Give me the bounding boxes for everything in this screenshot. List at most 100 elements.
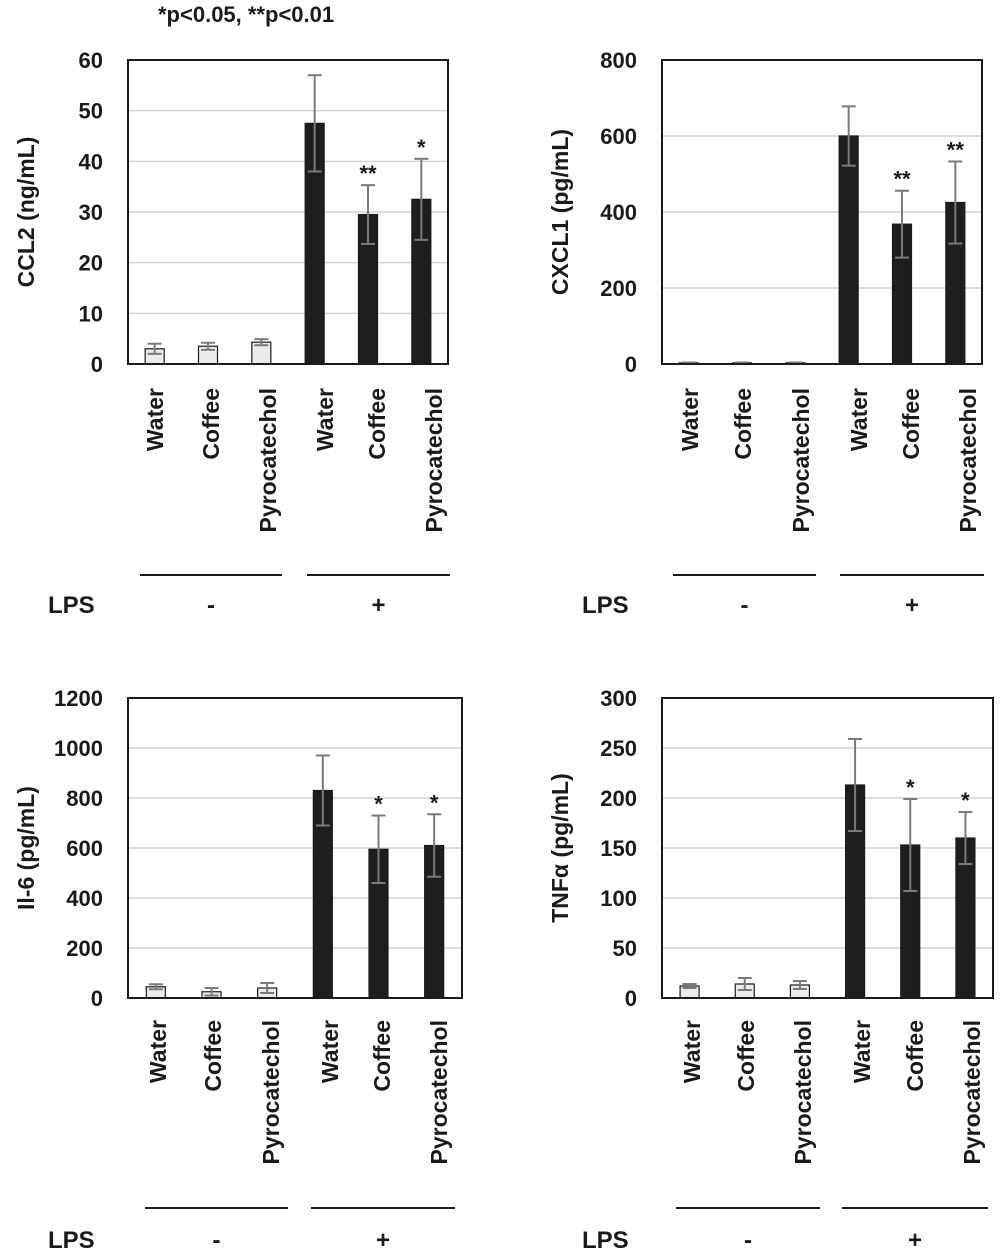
y-tick-label: 1000 [54, 736, 103, 761]
y-tick-label: 200 [600, 276, 637, 301]
lps-group-minus: - [741, 592, 749, 619]
error-bar [948, 160, 963, 245]
significance-mark: * [961, 788, 970, 813]
y-tick-label: 100 [600, 886, 637, 911]
lps-label: LPS [48, 1227, 95, 1250]
error-bar [361, 184, 375, 245]
error-bar [260, 982, 275, 994]
y-tick-label: 600 [600, 124, 637, 149]
lps-group-plus: + [905, 592, 919, 619]
y-tick-label: 30 [79, 200, 103, 225]
y-tick-label: 0 [625, 986, 637, 1011]
significance-mark: * [906, 775, 915, 800]
y-tick-label: 0 [625, 352, 637, 377]
error-bar [201, 341, 215, 351]
error-bar [148, 983, 163, 991]
significance-mark: ** [893, 167, 911, 192]
y-tick-label: 200 [600, 786, 637, 811]
category-label: Coffee [364, 388, 390, 460]
y-axis-label: Il-6 (pg/mL) [13, 786, 39, 910]
category-label: Pyrocatechol [426, 1020, 452, 1164]
error-bar [204, 987, 219, 997]
category-label: Water [846, 388, 872, 451]
category-label: Pyrocatechol [790, 1020, 816, 1164]
y-tick-label: 1200 [54, 686, 103, 711]
lps-label: LPS [582, 592, 629, 619]
category-label: Pyrocatechol [255, 388, 281, 532]
category-label: Coffee [369, 1020, 395, 1092]
category-label: Coffee [898, 388, 924, 460]
y-tick-label: 50 [613, 936, 637, 961]
y-axis-label: CCL2 (ng/mL) [13, 137, 39, 288]
significance-mark: * [417, 135, 426, 160]
y-tick-label: 40 [79, 149, 103, 174]
error-bar [958, 811, 973, 865]
error-bar [895, 189, 909, 259]
error-bar [682, 983, 697, 989]
y-tick-label: 800 [66, 786, 103, 811]
lps-group-plus: + [908, 1227, 922, 1250]
category-label: Pyrocatechol [959, 1020, 985, 1164]
category-label: Coffee [730, 388, 756, 460]
chart-panel-4: 0 50 100 150 200 250 300 TNFα (pg/mL) Water Coffe… [547, 686, 994, 1250]
significance-mark: ** [359, 161, 377, 186]
category-label: Coffee [733, 1020, 759, 1092]
category-label: Coffee [200, 1020, 226, 1092]
error-bar [315, 754, 330, 827]
error-bar [307, 74, 322, 173]
y-tick-label: 0 [91, 352, 103, 377]
y-tick-label: 600 [66, 836, 103, 861]
category-label: Water [145, 1020, 171, 1083]
y-tick-label: 300 [600, 686, 637, 711]
significance-mark: ** [947, 137, 965, 162]
error-bar [848, 738, 863, 832]
y-tick-label: 400 [66, 886, 103, 911]
significance-note: *p<0.05, **p<0.01 [158, 2, 334, 27]
chart-panel-3: 0 200 400 600 800 1000 1200 Il-6 (pg/mL) Water Co… [13, 686, 463, 1250]
category-label: Pyrocatechol [258, 1020, 284, 1164]
category-label: Pyrocatechol [421, 388, 447, 532]
error-bar [147, 342, 162, 355]
y-axis-label: TNFα (pg/mL) [547, 773, 573, 923]
category-label: Coffee [902, 1020, 928, 1092]
lps-group-minus: - [207, 592, 215, 619]
error-bar [371, 814, 386, 884]
plot-frame [127, 59, 449, 365]
error-bar [737, 977, 752, 991]
y-tick-label: 150 [600, 836, 637, 861]
error-bar [414, 157, 429, 241]
lps-group-plus: + [376, 1227, 390, 1250]
lps-label: LPS [582, 1227, 629, 1250]
category-label: Water [679, 1020, 705, 1083]
chart-panel-1: 0 10 20 30 40 50 60 CCL2 (ng/mL) Water Coffee Pyro… [13, 48, 450, 619]
plot-frame [127, 697, 463, 999]
error-bar [792, 980, 807, 990]
lps-group-plus: + [371, 592, 385, 619]
y-tick-label: 20 [79, 251, 103, 276]
category-label: Water [142, 388, 168, 451]
category-label: Water [317, 1020, 343, 1083]
significance-mark: * [430, 790, 439, 815]
error-bar [903, 798, 918, 892]
y-tick-label: 50 [79, 99, 103, 124]
error-bar [427, 813, 442, 878]
y-axis-label: CXCL1 (pg/mL) [547, 129, 573, 295]
y-tick-label: 250 [600, 736, 637, 761]
chart-panel-2: 0 200 400 600 800 CXCL1 (pg/mL) Water Coffee Pyr… [547, 48, 984, 619]
lps-group-minus: - [744, 1227, 752, 1250]
category-label: Coffee [198, 388, 224, 460]
y-tick-label: 200 [66, 936, 103, 961]
category-label: Pyrocatechol [788, 388, 814, 532]
significance-mark: * [374, 792, 383, 817]
y-tick-label: 60 [79, 48, 103, 73]
category-label: Water [312, 388, 338, 451]
error-bar [841, 105, 856, 167]
category-label: Pyrocatechol [955, 388, 981, 532]
y-tick-label: 400 [600, 200, 637, 225]
plot-frame [661, 59, 983, 365]
lps-label: LPS [48, 592, 95, 619]
bar-water-lps [838, 135, 859, 365]
y-tick-label: 0 [91, 986, 103, 1011]
lps-group-minus: - [213, 1227, 221, 1250]
